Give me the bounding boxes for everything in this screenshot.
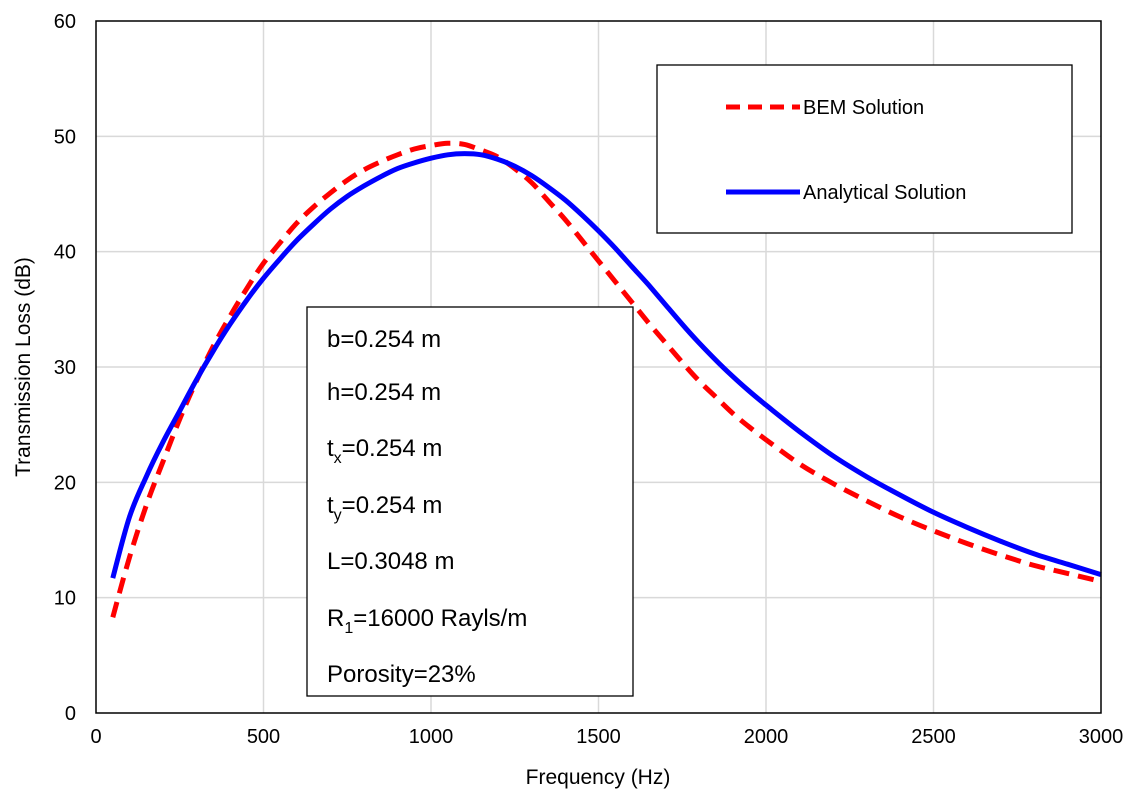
param-tx-sub: x <box>334 450 342 467</box>
param-ty-rest: =0.254 m <box>342 492 443 519</box>
param-R1-sub: 1 <box>344 620 353 637</box>
param-ty-sub: y <box>334 507 342 524</box>
param-b: b=0.254 m <box>327 326 441 353</box>
param-porosity: Porosity=23% <box>327 661 476 688</box>
x-tick-label: 2000 <box>744 726 789 748</box>
param-R1-rest: =16000 Rayls/m <box>353 605 527 632</box>
x-tick-label: 1500 <box>576 726 621 748</box>
param-R1-base: R <box>327 605 344 632</box>
param-h: h=0.254 m <box>327 379 441 406</box>
legend-box <box>656 64 1073 234</box>
tick-labels: 0 500 1000 1500 2000 2500 3000 0 10 20 30 40 50 60 <box>54 11 1124 748</box>
plot-frame <box>95 20 1102 714</box>
param-ty-base: t <box>327 492 334 519</box>
param-ty: ty=0.254 m <box>327 492 442 524</box>
x-tick-label: 0 <box>90 726 101 748</box>
param-tx-base: t <box>327 435 334 462</box>
x-tick-label: 500 <box>247 726 280 748</box>
y-tick-label: 20 <box>54 472 76 494</box>
x-tick-label: 3000 <box>1079 726 1124 748</box>
series-group <box>110 140 1102 618</box>
param-tx-rest: =0.254 m <box>342 435 443 462</box>
legend-label-analytical: Analytical Solution <box>803 182 966 204</box>
parameters-frame <box>306 306 634 697</box>
y-tick-label: 30 <box>54 357 76 379</box>
x-tick-label: 1000 <box>409 726 454 748</box>
y-tick-label: 40 <box>54 242 76 264</box>
param-L: L=0.3048 m <box>327 548 454 575</box>
series-line-analytical <box>110 151 1102 579</box>
x-tick-label: 2500 <box>911 726 956 748</box>
y-tick-label: 10 <box>54 588 76 610</box>
param-tx: tx=0.254 m <box>327 435 442 467</box>
parameters-box: b=0.254 m h=0.254 m tx=0.254 m ty=0.254 … <box>306 306 634 697</box>
y-tick-label: 0 <box>65 703 76 725</box>
y-tick-label: 50 <box>54 126 76 148</box>
series-line-bem <box>110 140 1102 618</box>
param-R1: R1=16000 Rayls/m <box>327 605 527 637</box>
legend: BEM Solution Analytical Solution <box>656 64 1073 234</box>
x-axis-title: Frequency (Hz) <box>526 766 671 789</box>
y-axis-title: Transmission Loss (dB) <box>12 257 35 477</box>
legend-label-bem: BEM Solution <box>803 97 924 119</box>
y-tick-label: 60 <box>54 11 76 33</box>
